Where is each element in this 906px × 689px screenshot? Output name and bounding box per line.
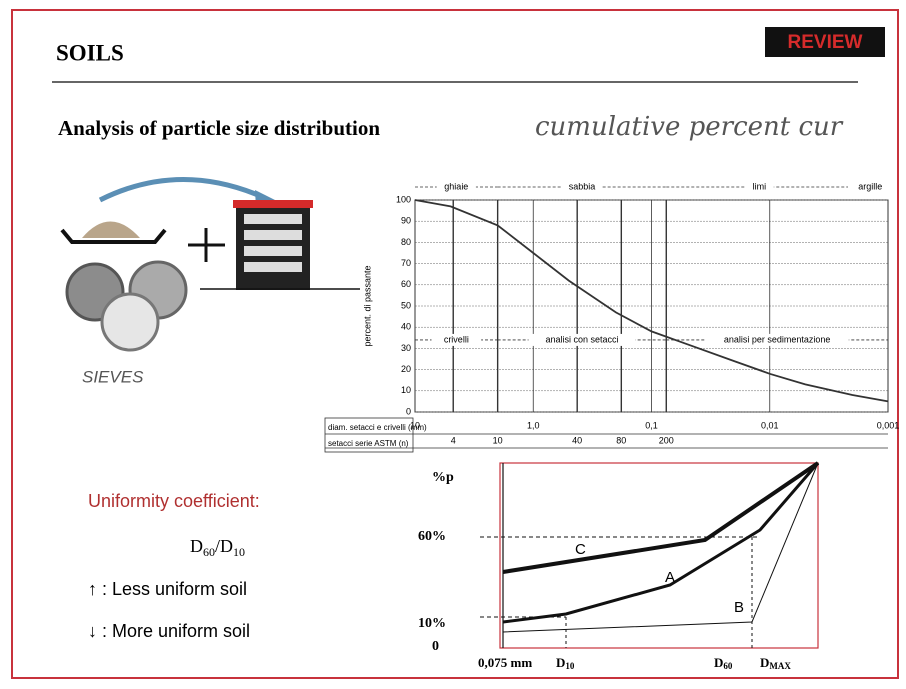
y-tick-label: 70 <box>401 258 411 268</box>
method-label: analisi con setacci <box>545 334 618 344</box>
y-tick-label: 90 <box>401 216 411 226</box>
badge: REVIEW <box>788 32 863 53</box>
x-tick-label: 0,1 <box>645 420 658 430</box>
handwriting: cumulative percent cur <box>535 112 844 142</box>
zone-label: limi <box>753 181 767 191</box>
schematic-tick: 10% <box>418 616 446 631</box>
y-tick-label: 100 <box>396 194 411 204</box>
subtitle: Analysis of particle size distribution <box>58 116 380 140</box>
curve-label: C <box>575 541 586 558</box>
y-tick-label: 20 <box>401 364 411 374</box>
y-tick-label: 10 <box>401 385 411 395</box>
astm-tick-label: 40 <box>572 435 582 445</box>
astm-tick-label: 200 <box>659 435 674 445</box>
method-label: crivelli <box>444 334 469 344</box>
sieves-label: SIEVES <box>82 367 144 386</box>
y-tick-label: 60 <box>401 279 411 289</box>
more-uniform: ↓ : More uniform soil <box>88 621 250 641</box>
x-tick-label: 1,0 <box>527 420 540 430</box>
title: SOILS <box>56 40 124 65</box>
astm-tick-label: 4 <box>451 435 456 445</box>
schematic-tick: 60% <box>418 529 446 544</box>
zone-label: sabbia <box>569 181 596 191</box>
x-tick-label: 0,001 <box>877 420 900 430</box>
zone-label: ghiaie <box>444 181 468 191</box>
astm-tick-label: 10 <box>493 435 503 445</box>
schematic-ylabel: %p <box>432 470 454 485</box>
astm-label: setacci serie ASTM (n) <box>328 439 409 448</box>
method-label: analisi per sedimentazione <box>724 334 831 344</box>
curve-label: A <box>665 569 675 586</box>
curve-label: B <box>734 599 744 616</box>
zone-label: argille <box>858 181 882 191</box>
y-tick-label: 30 <box>401 343 411 353</box>
x-tick-label: 0,01 <box>761 420 779 430</box>
astm-tick-label: 80 <box>616 435 626 445</box>
x-axis-label: diam. setacci e crivelli (mm) <box>328 423 427 432</box>
y-axis-label: percent. di passante <box>362 265 372 346</box>
y-tick-label: 50 <box>401 300 411 310</box>
y-tick-label: 40 <box>401 322 411 332</box>
uniformity-title: Uniformity coefficient: <box>88 491 260 511</box>
schematic-tick: 0,075 mm <box>478 655 532 670</box>
schematic-tick: 0 <box>432 639 439 654</box>
y-tick-label: 0 <box>406 406 411 416</box>
slide: SOILS REVIEW Analysis of particle size d… <box>0 0 906 684</box>
y-tick-label: 80 <box>401 237 411 247</box>
less-uniform: ↑ : Less uniform soil <box>88 579 247 599</box>
